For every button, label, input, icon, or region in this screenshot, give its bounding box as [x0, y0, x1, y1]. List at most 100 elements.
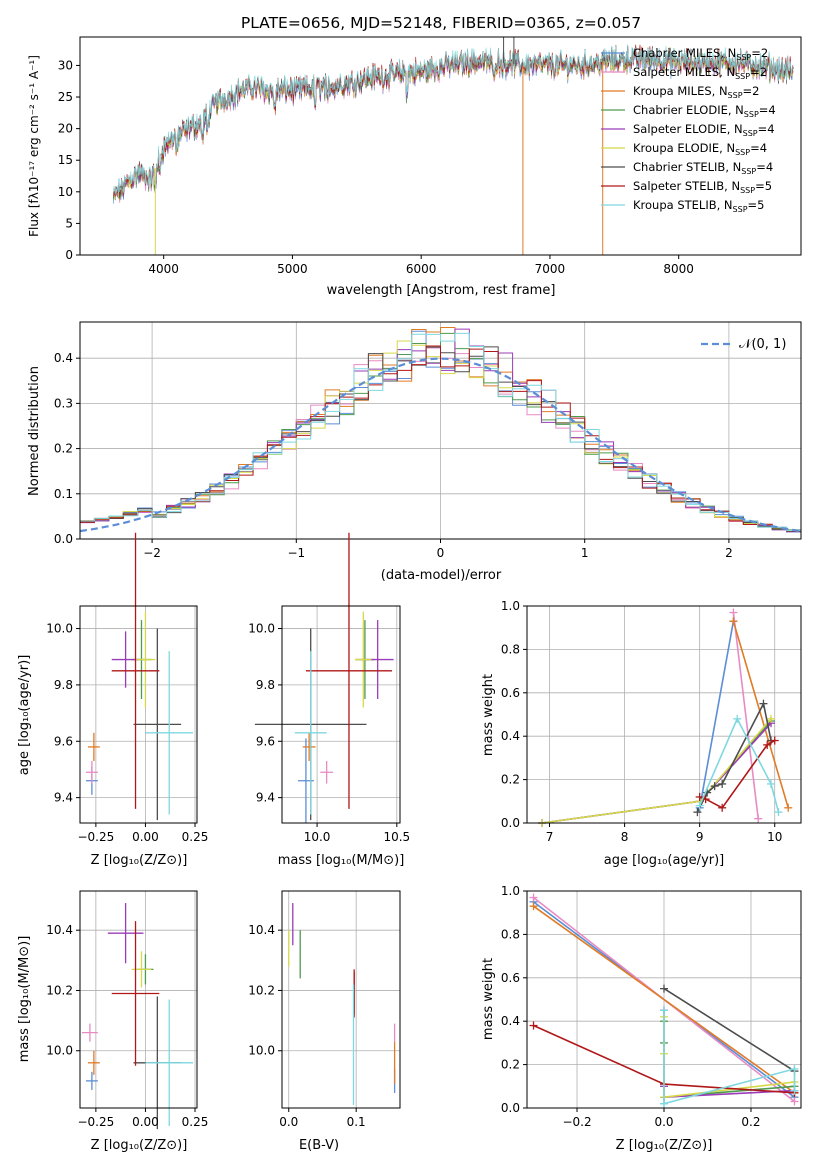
legend-subscript: SSP [728, 91, 743, 100]
legend-subscript: SSP [736, 53, 751, 62]
x-tick-label: 0.1 [347, 1115, 366, 1129]
mass-z-ylabel: mass [log₁₀(M/M⊙)] [17, 936, 32, 1063]
y-tick-label: 0.6 [501, 971, 520, 985]
legend-eq: =5 [748, 198, 765, 212]
y-tick-label: 9.8 [256, 678, 275, 692]
y-tick-label: 0.4 [501, 1014, 520, 1028]
x-tick-label: 0.00 [132, 830, 159, 844]
y-tick-label: 0.8 [501, 927, 520, 941]
legend-eq: =2 [750, 65, 767, 79]
x-tick-label: 10.0 [304, 830, 331, 844]
y-tick-label: 10.0 [248, 1044, 275, 1058]
y-tick-label: 10.0 [46, 1044, 73, 1058]
legend-subscript: SSP [733, 205, 748, 214]
x-tick-label: 4000 [148, 262, 179, 276]
x-tick-label: 2 [725, 546, 733, 560]
axes-frame [526, 605, 802, 824]
y-tick-label: 10.0 [248, 622, 275, 636]
histogram-step [80, 332, 801, 532]
legend-eq: =4 [756, 160, 773, 174]
x-tick-label: −0.25 [77, 1115, 114, 1129]
x-tick-label: 0.0 [654, 1115, 673, 1129]
mass-weight-vs-metallicity-panel: −0.2 0.0 0.2 0.0 0.2 0.4 0.6 0.8 1.0 [501, 884, 802, 1129]
spectrum-panel: Chabrier MILES, NSSP=2 Salpeter MILES, NS… [58, 36, 802, 276]
y-tick-label: 5 [65, 216, 73, 230]
legend-subscript: SSP [735, 148, 750, 157]
y-tick-label: 10.4 [46, 923, 73, 937]
y-tick-label: 1.0 [501, 884, 520, 898]
y-tick-label: 0.2 [54, 442, 73, 456]
legend-eq: =4 [758, 122, 775, 136]
y-tick-label: 0.3 [54, 396, 73, 410]
spectrum-xlabel: wavelength [Angstrom, rest frame] [327, 283, 556, 298]
x-tick-label: 9 [696, 830, 704, 844]
x-tick-label: −2 [143, 546, 161, 560]
legend-label: Salpeter MILES, NSSP=2 [633, 65, 767, 81]
spectrum-title: PLATE=0656, MJD=52148, FIBERID=0365, z=0… [241, 14, 641, 32]
x-tick-label: 0.25 [182, 830, 209, 844]
y-tick-label: 10.2 [46, 983, 73, 997]
legend-eq: =4 [750, 141, 767, 155]
axes-frame [79, 890, 198, 1109]
age-vs-mass-panel: 10.0 10.5 9.4 9.6 9.8 10.0 [248, 532, 410, 844]
spectrum-ylabel: Flux [fλ10⁻¹⁷ erg cm⁻² s⁻¹ A⁻¹] [27, 55, 41, 237]
residual-histogram-panel: −2 −1 0 1 2 0.0 0.1 0.2 0.3 0.4 [54, 321, 802, 560]
mass-weight-vs-age-panel: 7 8 9 10 0.0 0.2 0.4 0.6 0.8 1.0 [501, 599, 802, 844]
y-tick-label: 0.1 [54, 487, 73, 501]
residual-xlabel: (data-model)/error [381, 568, 502, 583]
age-z-xlabel: Z [log₁₀(Z/Z⊙)] [91, 853, 188, 868]
y-tick-label: 0.0 [501, 1101, 520, 1115]
x-tick-label: 0 [437, 546, 445, 560]
mw-z-ylabel: mass weight [481, 958, 496, 1040]
y-tick-label: 0.8 [501, 642, 520, 656]
y-tick-label: 9.4 [256, 791, 275, 805]
legend-eq: =2 [743, 84, 760, 98]
mass-vs-metallicity-panel: −0.25 0.00 0.25 10.0 10.2 10.4 [46, 890, 208, 1130]
y-tick-label: 10.2 [248, 983, 275, 997]
y-tick-label: 9.6 [54, 734, 73, 748]
age-mass-xlabel: mass [log₁₀(M/M⊙)] [278, 853, 405, 868]
legend-subscript: SSP [743, 129, 758, 138]
y-tick-label: 0.0 [501, 816, 520, 830]
weight-line [663, 987, 795, 1072]
weight-line [732, 620, 789, 809]
y-tick-label: 10.4 [248, 923, 275, 937]
x-tick-label: 0.00 [132, 1115, 159, 1129]
y-tick-label: 0 [65, 248, 73, 262]
mass-z-xlabel: Z [log₁₀(Z/Z⊙)] [91, 1138, 188, 1153]
weight-line [732, 612, 759, 819]
y-tick-label: 0.4 [54, 351, 73, 365]
legend-eq: =2 [751, 46, 768, 60]
legend-label: Chabrier STELIB, NSSP=4 [633, 160, 773, 176]
spectrum-lines [113, 37, 794, 255]
x-tick-label: 10.5 [383, 830, 410, 844]
legend-subscript: SSP [740, 186, 755, 195]
spectrum-line [113, 44, 794, 195]
y-tick-label: 10.0 [46, 622, 73, 636]
weight-line [698, 716, 780, 813]
y-tick-label: 0.2 [501, 1058, 520, 1072]
legend-label: Kroupa ELODIE, NSSP=4 [633, 141, 767, 157]
y-tick-label: 0.4 [501, 729, 520, 743]
x-tick-label: 8 [621, 830, 629, 844]
age-vs-metallicity-panel: −0.25 0.00 0.25 9.4 9.6 9.8 10.0 [46, 532, 209, 844]
legend-subscript: SSP [735, 72, 750, 81]
x-tick-label: 7000 [535, 262, 566, 276]
mw-z-xlabel: Z [log₁₀(Z/Z⊙)] [616, 1138, 713, 1153]
x-tick-label: 1 [581, 546, 589, 560]
axes-frame [79, 605, 198, 824]
mass-vs-ebv-panel: 0.0 0.1 10.0 10.2 10.4 [248, 890, 401, 1129]
mw-age-xlabel: age [log₁₀(age/yr)] [604, 853, 725, 868]
y-tick-label: 30 [58, 58, 73, 72]
x-tick-label: −1 [287, 546, 305, 560]
x-tick-label: 0.0 [279, 1115, 298, 1129]
weight-line [698, 621, 735, 808]
x-tick-label: 0.2 [741, 1115, 760, 1129]
age-z-ylabel: age [log₁₀(age/yr)] [17, 655, 32, 776]
mw-age-ylabel: mass weight [481, 674, 496, 756]
axes-frame [281, 605, 401, 824]
y-tick-label: 9.8 [54, 678, 73, 692]
legend-eq: =4 [759, 103, 776, 117]
x-tick-label: 6000 [406, 262, 437, 276]
normal-curve [79, 357, 802, 533]
